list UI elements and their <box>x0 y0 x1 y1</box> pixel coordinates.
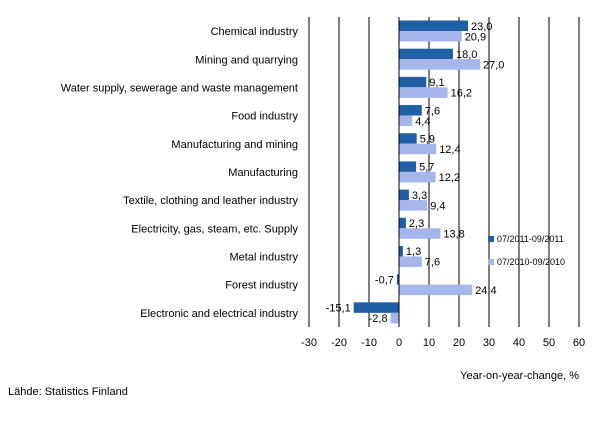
data-label: 7,6 <box>425 257 440 269</box>
tick-label: -10 <box>361 337 377 349</box>
data-label: 27,0 <box>483 59 504 71</box>
data-label: 23,0 <box>471 21 492 33</box>
bar <box>399 143 437 155</box>
bar <box>399 200 428 211</box>
data-label: 9,4 <box>430 200 445 212</box>
data-label: 5,7 <box>419 162 434 174</box>
x-axis-label: Year-on-year-change, % <box>460 370 579 382</box>
value-labels: 23,020,918,027,09,116,27,64,45,912,45,71… <box>326 21 505 325</box>
x-tick-labels: -30 -20 -10 0 10 20 30 40 50 60 <box>301 337 585 349</box>
bar <box>399 161 417 172</box>
bars <box>353 20 480 324</box>
bar <box>390 312 399 324</box>
tick-label: -20 <box>331 337 347 349</box>
data-label: 20,9 <box>465 31 486 43</box>
bar <box>399 31 462 42</box>
data-label: 12,4 <box>439 144 460 156</box>
legend-label: 07/2010-09/2010 <box>497 257 565 267</box>
data-label: 12,2 <box>439 172 460 184</box>
bar <box>399 59 480 70</box>
data-label: 1,3 <box>406 246 421 258</box>
data-label: -2,8 <box>369 313 388 325</box>
category-label: Mining and quarrying <box>195 54 298 66</box>
tick-label: 0 <box>396 337 402 349</box>
bar <box>399 284 473 296</box>
data-label: 2,3 <box>409 218 424 230</box>
tick-label: 20 <box>453 337 465 349</box>
tick-label: 30 <box>483 337 495 349</box>
bar <box>399 48 453 60</box>
data-label: 24,4 <box>475 285 496 297</box>
bar <box>396 274 399 285</box>
category-label: Electricity, gas, steam, etc. Supply <box>131 223 298 235</box>
legend-label: 07/2011-09/2011 <box>497 234 564 244</box>
bar <box>399 87 448 98</box>
bar <box>399 217 406 229</box>
data-label: -0,7 <box>375 274 394 286</box>
category-label: Textile, clothing and leather industry <box>123 195 298 207</box>
tick-label: 10 <box>423 337 435 349</box>
bar <box>399 256 422 267</box>
bar <box>399 76 427 88</box>
data-label: 16,2 <box>451 88 472 100</box>
data-label: 4,4 <box>415 116 430 128</box>
data-label: 18,0 <box>456 49 477 61</box>
category-label: Chemical industry <box>211 26 299 38</box>
legend: 07/2011-09/2011 07/2010-09/2010 <box>488 234 565 267</box>
category-label: Metal industry <box>230 252 299 264</box>
legend-swatch <box>488 236 494 242</box>
category-label: Food industry <box>231 111 298 123</box>
bar <box>399 115 413 127</box>
tick-label: 50 <box>543 337 555 349</box>
category-label: Electronic and electrical industry <box>140 308 298 320</box>
data-label: 9,1 <box>429 77 444 89</box>
bar <box>399 133 417 144</box>
tick-label: 60 <box>573 337 585 349</box>
tick-label: -30 <box>301 337 317 349</box>
bar <box>399 20 468 31</box>
bar <box>399 228 441 239</box>
data-label: 7,6 <box>425 105 440 117</box>
bar <box>399 105 422 116</box>
category-label: Manufacturing and mining <box>171 139 298 151</box>
bar <box>353 302 399 313</box>
data-label: 3,3 <box>412 190 427 202</box>
data-label: 13,8 <box>443 229 464 241</box>
data-label: 5,9 <box>420 133 435 145</box>
source-note: Lähde: Statistics Finland <box>8 386 128 398</box>
data-label: -15,1 <box>326 303 351 315</box>
bar <box>399 245 403 257</box>
category-label: Water supply, sewerage and waste managem… <box>61 82 298 94</box>
tick-label: 40 <box>513 337 525 349</box>
category-label: Manufacturing <box>228 167 298 179</box>
category-labels: Chemical industry Mining and quarrying Wat… <box>61 26 299 320</box>
bar <box>399 189 409 201</box>
legend-swatch <box>488 259 494 265</box>
category-label: Forest industry <box>225 280 298 292</box>
bar <box>399 171 436 183</box>
